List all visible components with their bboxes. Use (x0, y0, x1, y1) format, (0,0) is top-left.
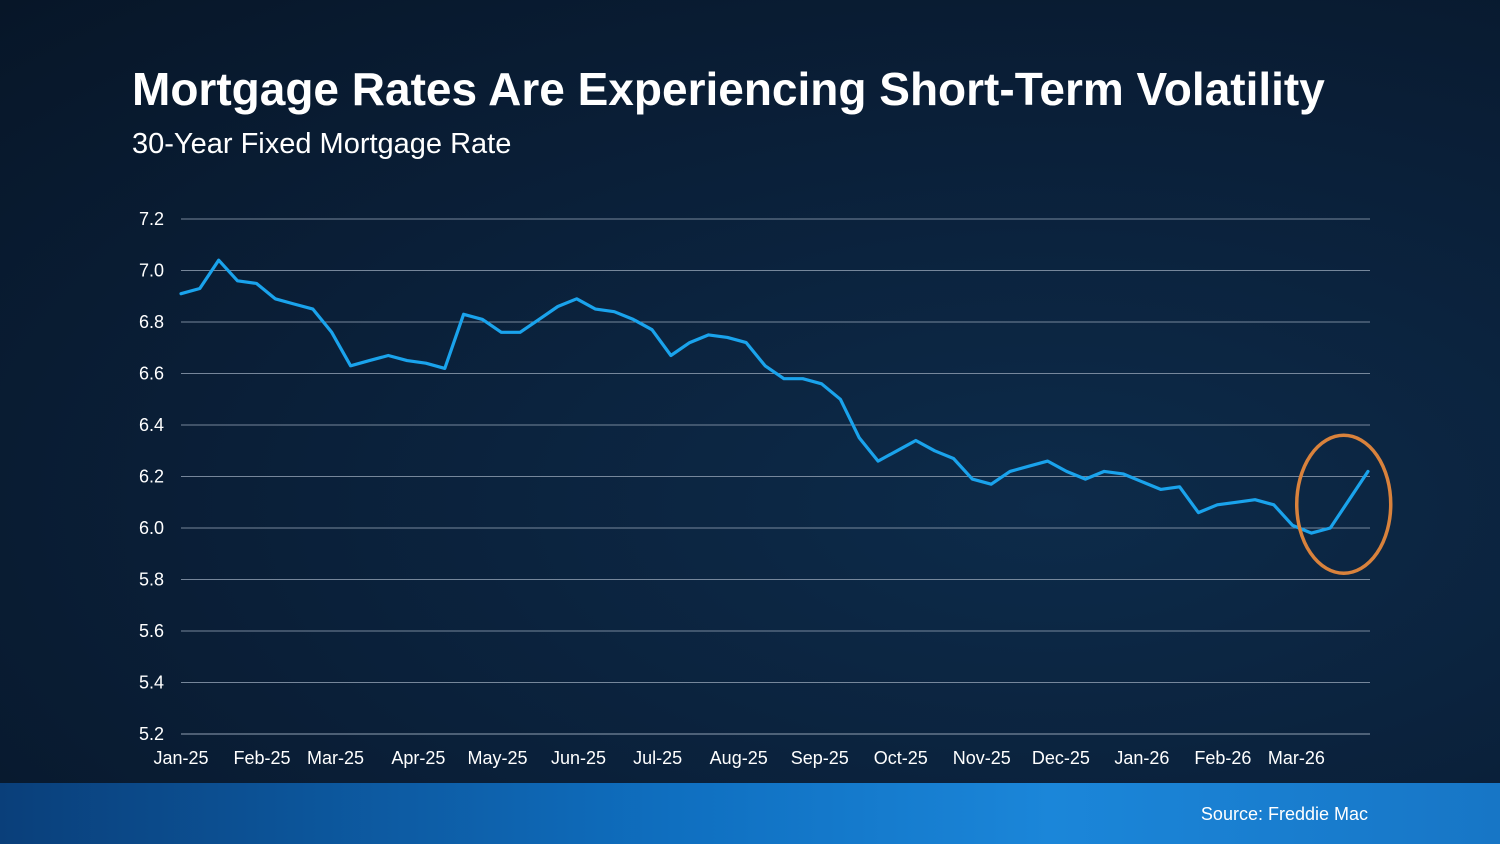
y-tick-label: 5.2 (139, 724, 164, 744)
y-tick-label: 6.2 (139, 467, 164, 487)
x-tick-label: Jul-25 (633, 748, 682, 768)
x-tick-label: Jan-26 (1114, 748, 1169, 768)
x-tick-label: Dec-25 (1032, 748, 1090, 768)
y-axis-ticks: 7.2 7.0 6.8 6.6 6.4 6.2 6.0 5.8 5.6 5.4 5.2 (139, 209, 164, 744)
x-tick-label: Feb-25 (233, 748, 290, 768)
x-tick-label: Feb-26 (1194, 748, 1251, 768)
line-chart: 7.2 7.0 6.8 6.6 6.4 6.2 6.0 5.8 5.6 5.4 5.2 Jan-25… (139, 209, 1393, 768)
y-tick-label: 6.8 (139, 312, 164, 332)
y-tick-label: 7.0 (139, 261, 164, 281)
gridlines (181, 218, 1370, 735)
y-tick-label: 7.2 (139, 209, 164, 229)
x-axis-ticks: Jan-25 Feb-25 Mar-25 Apr-25 May-25 Jun-25 Jul-… (153, 748, 1324, 768)
x-tick-label: Oct-25 (874, 748, 928, 768)
x-tick-label: Aug-25 (710, 748, 768, 768)
chart-title: Mortgage Rates Are Experiencing Short-Te… (132, 63, 1325, 115)
source-label: Source: Freddie Mac (1200, 804, 1368, 824)
y-tick-label: 6.0 (139, 518, 164, 538)
x-tick-label: Mar-25 (307, 748, 364, 768)
y-tick-label: 5.8 (139, 570, 164, 590)
y-tick-label: 6.4 (139, 415, 164, 435)
x-tick-label: Jan-25 (153, 748, 208, 768)
footer-bar (0, 783, 1500, 844)
highlight-circle (1294, 433, 1393, 575)
y-tick-label: 6.6 (139, 364, 164, 384)
x-tick-label: Mar-26 (1268, 748, 1325, 768)
chart-subtitle: 30-Year Fixed Mortgage Rate (132, 128, 512, 160)
y-tick-label: 5.4 (139, 673, 164, 693)
x-tick-label: Nov-25 (953, 748, 1011, 768)
x-tick-label: Sep-25 (791, 748, 849, 768)
y-tick-label: 5.6 (139, 621, 164, 641)
x-tick-label: Jun-25 (551, 748, 606, 768)
x-tick-label: May-25 (468, 748, 528, 768)
annotation-layer (1294, 433, 1393, 575)
series-line (179, 258, 1370, 535)
series-layer (179, 258, 1370, 535)
x-tick-label: Apr-25 (391, 748, 445, 768)
